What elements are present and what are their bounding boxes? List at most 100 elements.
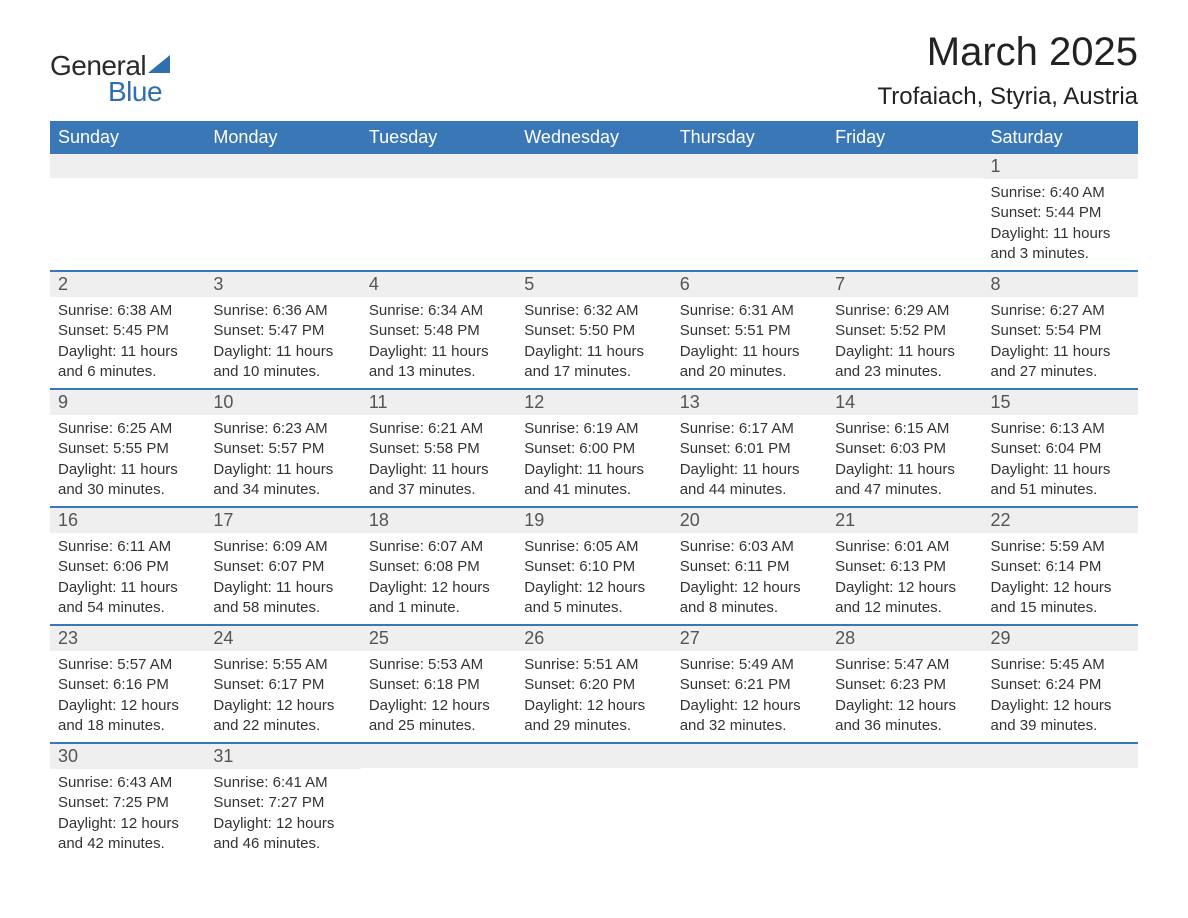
day-detail-line: and 3 minutes. bbox=[991, 244, 1130, 264]
logo: General Blue bbox=[50, 50, 170, 108]
empty-daynum-strip bbox=[50, 154, 205, 178]
day-detail-line: Sunrise: 5:59 AM bbox=[991, 537, 1130, 557]
day-detail-line: Sunrise: 6:05 AM bbox=[524, 537, 663, 557]
day-detail-line: and 34 minutes. bbox=[213, 480, 352, 500]
day-detail-line: Sunset: 6:18 PM bbox=[369, 675, 508, 695]
calendar-day-cell: 7Sunrise: 6:29 AMSunset: 5:52 PMDaylight… bbox=[827, 271, 982, 389]
calendar-day-cell: 4Sunrise: 6:34 AMSunset: 5:48 PMDaylight… bbox=[361, 271, 516, 389]
day-detail-line: and 30 minutes. bbox=[58, 480, 197, 500]
day-detail-line: Daylight: 11 hours bbox=[991, 224, 1130, 244]
day-number: 16 bbox=[50, 508, 205, 533]
day-detail-line: Sunset: 5:44 PM bbox=[991, 203, 1130, 223]
day-detail-line: Sunrise: 6:15 AM bbox=[835, 419, 974, 439]
day-detail-line: and 39 minutes. bbox=[991, 716, 1130, 736]
day-detail-line: and 36 minutes. bbox=[835, 716, 974, 736]
day-detail-line: Sunset: 5:55 PM bbox=[58, 439, 197, 459]
day-details: Sunrise: 6:13 AMSunset: 6:04 PMDaylight:… bbox=[983, 415, 1138, 506]
calendar-week-row: 30Sunrise: 6:43 AMSunset: 7:25 PMDayligh… bbox=[50, 743, 1138, 860]
day-number: 6 bbox=[672, 272, 827, 297]
day-details: Sunrise: 6:21 AMSunset: 5:58 PMDaylight:… bbox=[361, 415, 516, 506]
empty-daynum-strip bbox=[827, 744, 982, 768]
day-detail-line: Daylight: 11 hours bbox=[58, 460, 197, 480]
day-detail-line: Sunset: 7:27 PM bbox=[213, 793, 352, 813]
day-detail-line: Sunset: 6:11 PM bbox=[680, 557, 819, 577]
day-detail-line: Daylight: 12 hours bbox=[991, 696, 1130, 716]
day-detail-line: and 27 minutes. bbox=[991, 362, 1130, 382]
day-detail-line: Daylight: 11 hours bbox=[680, 460, 819, 480]
day-detail-line: Sunrise: 6:19 AM bbox=[524, 419, 663, 439]
day-details: Sunrise: 6:23 AMSunset: 5:57 PMDaylight:… bbox=[205, 415, 360, 506]
day-number: 3 bbox=[205, 272, 360, 297]
calendar-day-cell: 30Sunrise: 6:43 AMSunset: 7:25 PMDayligh… bbox=[50, 743, 205, 860]
day-details: Sunrise: 5:57 AMSunset: 6:16 PMDaylight:… bbox=[50, 651, 205, 742]
day-detail-line: Sunrise: 6:38 AM bbox=[58, 301, 197, 321]
day-details: Sunrise: 6:09 AMSunset: 6:07 PMDaylight:… bbox=[205, 533, 360, 624]
day-detail-line: and 13 minutes. bbox=[369, 362, 508, 382]
day-number: 14 bbox=[827, 390, 982, 415]
weekday-header: Saturday bbox=[983, 121, 1138, 154]
day-detail-line: and 25 minutes. bbox=[369, 716, 508, 736]
day-detail-line: Sunset: 6:24 PM bbox=[991, 675, 1130, 695]
day-detail-line: Sunset: 6:16 PM bbox=[58, 675, 197, 695]
day-number: 22 bbox=[983, 508, 1138, 533]
day-number: 11 bbox=[361, 390, 516, 415]
calendar-empty-cell bbox=[983, 743, 1138, 860]
day-detail-line: Daylight: 11 hours bbox=[680, 342, 819, 362]
day-number: 4 bbox=[361, 272, 516, 297]
day-details: Sunrise: 6:07 AMSunset: 6:08 PMDaylight:… bbox=[361, 533, 516, 624]
day-detail-line: and 10 minutes. bbox=[213, 362, 352, 382]
day-detail-line: and 54 minutes. bbox=[58, 598, 197, 618]
day-details: Sunrise: 6:31 AMSunset: 5:51 PMDaylight:… bbox=[672, 297, 827, 388]
day-detail-line: Sunset: 6:17 PM bbox=[213, 675, 352, 695]
day-details: Sunrise: 6:19 AMSunset: 6:00 PMDaylight:… bbox=[516, 415, 671, 506]
day-detail-line: Sunrise: 6:23 AM bbox=[213, 419, 352, 439]
day-detail-line: Sunrise: 6:27 AM bbox=[991, 301, 1130, 321]
weekday-header: Thursday bbox=[672, 121, 827, 154]
day-detail-line: Sunrise: 6:09 AM bbox=[213, 537, 352, 557]
day-detail-line: Daylight: 12 hours bbox=[524, 696, 663, 716]
day-detail-line: and 20 minutes. bbox=[680, 362, 819, 382]
calendar-empty-cell bbox=[672, 154, 827, 271]
day-detail-line: Sunset: 6:00 PM bbox=[524, 439, 663, 459]
calendar-body: 1Sunrise: 6:40 AMSunset: 5:44 PMDaylight… bbox=[50, 154, 1138, 860]
calendar-day-cell: 3Sunrise: 6:36 AMSunset: 5:47 PMDaylight… bbox=[205, 271, 360, 389]
calendar-week-row: 23Sunrise: 5:57 AMSunset: 6:16 PMDayligh… bbox=[50, 625, 1138, 743]
day-detail-line: Sunset: 5:57 PM bbox=[213, 439, 352, 459]
day-detail-line: Daylight: 12 hours bbox=[835, 578, 974, 598]
day-number: 2 bbox=[50, 272, 205, 297]
weekday-header-row: SundayMondayTuesdayWednesdayThursdayFrid… bbox=[50, 121, 1138, 154]
day-detail-line: Daylight: 12 hours bbox=[58, 814, 197, 834]
day-detail-line: Daylight: 11 hours bbox=[213, 578, 352, 598]
weekday-header: Monday bbox=[205, 121, 360, 154]
day-detail-line: Sunrise: 6:07 AM bbox=[369, 537, 508, 557]
day-detail-line: Sunset: 5:45 PM bbox=[58, 321, 197, 341]
day-number: 18 bbox=[361, 508, 516, 533]
weekday-header: Sunday bbox=[50, 121, 205, 154]
day-detail-line: Sunset: 5:51 PM bbox=[680, 321, 819, 341]
day-detail-line: Sunset: 5:54 PM bbox=[991, 321, 1130, 341]
day-details: Sunrise: 6:25 AMSunset: 5:55 PMDaylight:… bbox=[50, 415, 205, 506]
calendar-day-cell: 2Sunrise: 6:38 AMSunset: 5:45 PMDaylight… bbox=[50, 271, 205, 389]
day-detail-line: Sunset: 6:06 PM bbox=[58, 557, 197, 577]
weekday-header: Tuesday bbox=[361, 121, 516, 154]
empty-daynum-strip bbox=[516, 744, 671, 768]
day-details: Sunrise: 6:05 AMSunset: 6:10 PMDaylight:… bbox=[516, 533, 671, 624]
day-number: 29 bbox=[983, 626, 1138, 651]
day-detail-line: Daylight: 11 hours bbox=[991, 342, 1130, 362]
day-detail-line: and 1 minute. bbox=[369, 598, 508, 618]
day-detail-line: and 23 minutes. bbox=[835, 362, 974, 382]
day-number: 27 bbox=[672, 626, 827, 651]
calendar-head: SundayMondayTuesdayWednesdayThursdayFrid… bbox=[50, 121, 1138, 154]
day-detail-line: Sunrise: 5:45 AM bbox=[991, 655, 1130, 675]
day-detail-line: Daylight: 12 hours bbox=[369, 696, 508, 716]
empty-daynum-strip bbox=[672, 154, 827, 178]
calendar-day-cell: 17Sunrise: 6:09 AMSunset: 6:07 PMDayligh… bbox=[205, 507, 360, 625]
day-detail-line: Daylight: 11 hours bbox=[835, 342, 974, 362]
calendar-day-cell: 8Sunrise: 6:27 AMSunset: 5:54 PMDaylight… bbox=[983, 271, 1138, 389]
day-detail-line: Sunrise: 5:51 AM bbox=[524, 655, 663, 675]
empty-daynum-strip bbox=[983, 744, 1138, 768]
day-details: Sunrise: 6:15 AMSunset: 6:03 PMDaylight:… bbox=[827, 415, 982, 506]
empty-daynum-strip bbox=[205, 154, 360, 178]
day-detail-line: Sunset: 5:58 PM bbox=[369, 439, 508, 459]
day-details: Sunrise: 6:34 AMSunset: 5:48 PMDaylight:… bbox=[361, 297, 516, 388]
